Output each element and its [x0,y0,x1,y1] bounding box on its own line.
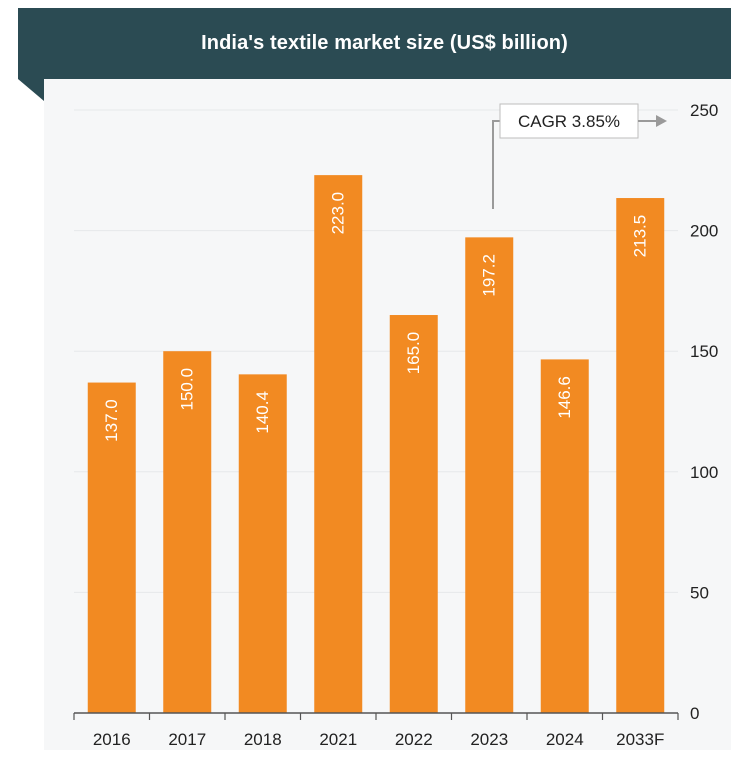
cagr-box [499,103,639,139]
x-tick-label: 2017 [168,730,206,749]
bar-2033F [616,198,665,714]
x-tick-label: 2033F [616,730,664,749]
bar-value-label: 213.5 [631,215,650,258]
bar-2021 [314,175,363,713]
x-tick-label: 2022 [395,730,433,749]
cagr-arrowhead [656,115,667,127]
cagr-annotation: CAGR 3.85% [492,103,667,209]
bar-2023 [465,237,514,713]
y-tick-label: 250 [690,101,718,120]
y-tick-label: 50 [690,583,709,602]
bar-value-label: 165.0 [404,332,423,375]
bar-2018 [238,374,287,713]
x-tick-label: 2021 [319,730,357,749]
x-axis: 2016 2017 2018 2021 2022 2023 2024 2033F [73,712,679,749]
chart-title: India's textile market size (US$ billion… [201,32,568,54]
header-corner-notch [18,79,44,101]
bar-value-label: 223.0 [329,192,348,235]
x-tick-label: 2018 [244,730,282,749]
bar-2017 [163,351,212,713]
y-tick-label: 150 [690,342,718,361]
cagr-label: CAGR 3.85% [518,112,620,131]
bar-value-label: 146.6 [555,376,574,419]
y-tick-label: 200 [690,222,718,241]
x-tick-label: 2023 [470,730,508,749]
bar-2024 [540,359,589,713]
bar-value-label: 140.4 [253,391,272,434]
bar-2016 [87,382,136,713]
bar-value-label: 137.0 [102,399,121,442]
x-tick-label: 2016 [93,730,131,749]
bars: 137.0 150.0 140.4 223.0 165.0 197.2 146.6 213.5 [87,175,665,714]
bar-2022 [389,315,438,713]
x-tick-label: 2024 [546,730,584,749]
y-tick-label: 0 [690,704,699,723]
y-axis: 0 50 100 150 200 250 [690,101,718,723]
bar-value-label: 197.2 [480,254,499,297]
bar-value-label: 150.0 [178,368,197,411]
y-tick-label: 100 [690,463,718,482]
chart-header: India's textile market size (US$ billion… [18,8,731,79]
cagr-arrow-line [492,120,500,209]
